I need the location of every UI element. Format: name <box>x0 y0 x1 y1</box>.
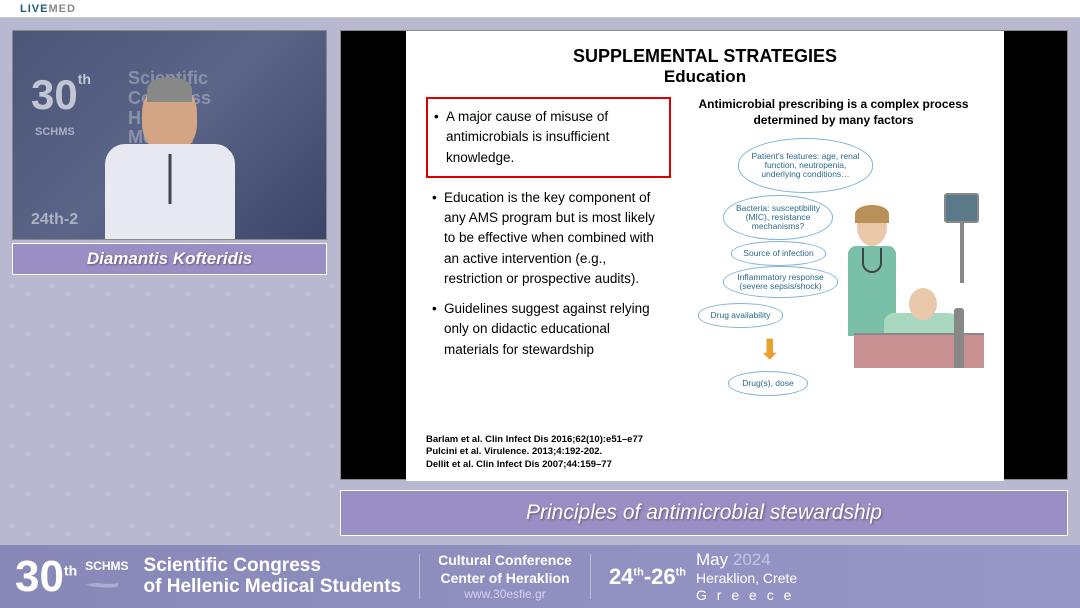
background-pattern <box>0 270 340 550</box>
speaker-name-banner: Diamantis Kofteridis <box>12 243 327 275</box>
arrow-down-icon: ⬇ <box>758 333 781 366</box>
thought-bubble: Patient's features: age, renal function,… <box>738 138 873 193</box>
speaker-figure <box>100 82 240 239</box>
footer-schms-block: SCHMS <box>77 559 128 595</box>
slide-bullets: A major cause of misuse of antimicrobial… <box>426 97 671 423</box>
footer-country: G r e e c e <box>696 587 797 604</box>
slide-references: Barlam et al. Clin Infect Dis 2016;62(10… <box>426 434 643 471</box>
thought-bubble-diagram: Patient's features: age, renal function,… <box>683 133 984 423</box>
slide-content: SUPPLEMENTAL STRATEGIES Education A majo… <box>406 31 1004 481</box>
backdrop-date: 24th-2 <box>31 211 78 229</box>
thought-bubble: Bacteria: susceptibility (MIC), resistan… <box>723 195 833 240</box>
brand-part1: LIVE <box>20 3 48 15</box>
monitor-icon <box>944 193 979 223</box>
reference-line: Dellit et al. Clin Infect Dis 2007;44:15… <box>426 459 643 471</box>
bullet-highlighted: A major cause of misuse of antimicrobial… <box>426 97 671 178</box>
footer-location: Heraklion, Crete <box>696 570 797 587</box>
backdrop-schms: SCHMS <box>35 126 75 138</box>
footer-website: www.30esfie.gr <box>438 587 572 603</box>
bullet-item: Guidelines suggest against relying only … <box>426 289 671 360</box>
footer-divider <box>590 554 591 599</box>
slide-diagram: Antimicrobial prescribing is a complex p… <box>683 97 984 423</box>
thought estimate-bubble: Source of infection <box>731 241 826 266</box>
speaker-column: 30th SCHMS Scientific Congress Hellenic … <box>12 30 327 275</box>
footer-divider <box>419 554 420 599</box>
reference-line: Barlam et al. Clin Infect Dis 2016;62(10… <box>426 434 643 446</box>
diagram-heading: Antimicrobial prescribing is a complex p… <box>683 97 984 128</box>
footer-edition-number: 30th <box>15 552 77 602</box>
footer-schms: SCHMS <box>85 559 128 573</box>
thought-bubble: Drug availability <box>698 303 783 328</box>
crete-map-icon <box>85 575 120 595</box>
bullet-item: Education is the key component of any AM… <box>426 178 671 289</box>
venue-line2: Center of Heraklion <box>438 569 572 587</box>
footer-venue: Cultural Conference Center of Heraklion … <box>438 551 572 603</box>
footer-dates: 24th-26th <box>609 564 686 590</box>
slide-body: A major cause of misuse of antimicrobial… <box>426 97 984 423</box>
monitor-stand-icon <box>960 223 964 283</box>
thought-bubble: Inflammatory response (severe sepsis/sho… <box>723 266 838 298</box>
footer-title-line1: Scientific Congress <box>144 556 402 577</box>
footer-month-location: May 2024 Heraklion, Crete G r e e c e <box>696 550 797 604</box>
footer-title-line2: of Hellenic Medical Students <box>144 577 402 598</box>
thought-bubble: Drug(s), dose <box>728 371 808 396</box>
footer-banner: 30th SCHMS Scientific Congress of Hellen… <box>0 545 1080 608</box>
brand-logo: LIVEMED <box>20 3 76 15</box>
venue-line1: Cultural Conference <box>438 551 572 569</box>
brand-part2: MED <box>48 3 75 15</box>
patient-bed-icon <box>854 278 984 368</box>
top-bar: LIVEMED <box>0 0 1080 18</box>
reference-line: Pulcini et al. Virulence. 2013;4:192-202… <box>426 446 643 458</box>
slide-subtitle: Education <box>426 67 984 87</box>
backdrop-number: 30th <box>31 71 91 119</box>
footer-congress-title: Scientific Congress of Hellenic Medical … <box>144 556 402 598</box>
speaker-video-feed[interactable]: 30th SCHMS Scientific Congress Hellenic … <box>12 30 327 240</box>
slide-title: SUPPLEMENTAL STRATEGIES <box>426 46 984 67</box>
presentation-slide-area[interactable]: SUPPLEMENTAL STRATEGIES Education A majo… <box>340 30 1068 480</box>
presentation-title-banner: Principles of antimicrobial stewardship <box>340 490 1068 536</box>
